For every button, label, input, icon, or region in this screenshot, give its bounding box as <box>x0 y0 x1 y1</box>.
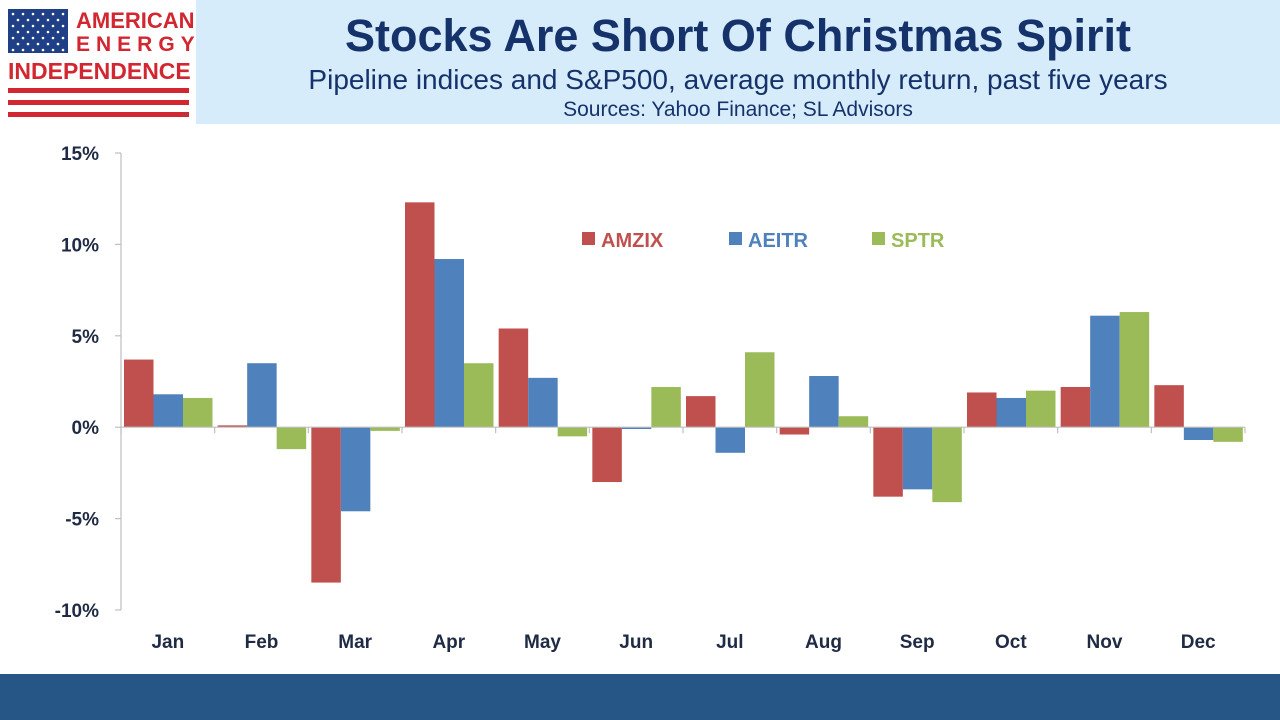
logo-stripe <box>8 112 189 117</box>
legend-label-sptr: SPTR <box>891 230 945 252</box>
x-tick-label: Dec <box>1181 632 1216 653</box>
bar-amzix-dec <box>1154 385 1184 428</box>
logo-line-energy: ENERGY <box>76 33 201 56</box>
x-tick-label: Jun <box>619 632 653 653</box>
x-tick-label: Apr <box>432 632 465 653</box>
y-tick-label: 15% <box>61 144 99 165</box>
bar-amzix-jan <box>124 359 154 428</box>
bar-aeitr-oct <box>996 397 1026 428</box>
bar-sptr-mar <box>370 427 400 431</box>
legend-swatch-amzix <box>582 232 595 245</box>
bar-sptr-nov <box>1119 312 1150 428</box>
bar-aeitr-feb <box>247 363 277 428</box>
bar-sptr-jun <box>651 386 681 428</box>
bar-aeitr-jan <box>153 394 183 428</box>
us-flag-icon <box>8 9 68 53</box>
bar-sptr-jan <box>183 397 213 428</box>
bar-amzix-aug <box>779 427 810 435</box>
bar-amzix-jun <box>592 427 622 483</box>
logo: AMERICAN ENERGY INDEPENDENCE ™ <box>0 0 196 124</box>
x-tick-label: Nov <box>1087 632 1123 653</box>
x-tick-label: Aug <box>805 632 842 653</box>
bar-sptr-aug <box>838 416 869 428</box>
y-tick-label: 10% <box>61 235 99 256</box>
x-tick-label: Jul <box>716 632 743 653</box>
bar-sptr-oct <box>1026 390 1056 428</box>
bar-amzix-may <box>498 328 529 428</box>
y-tick-label: -5% <box>65 510 99 531</box>
legend-swatch-sptr <box>872 232 885 245</box>
legend-swatch-aeitr <box>729 232 742 245</box>
bar-chart: 15% 10% 5% 0% -5% -10% Jan Feb Mar Apr May Jun Jul Au… <box>55 144 1246 653</box>
bar-aeitr-may <box>528 377 558 428</box>
x-tick-label: Feb <box>245 632 279 653</box>
bar-aeitr-sep <box>902 427 933 490</box>
bar-sptr-sep <box>932 427 962 503</box>
bar-aeitr-aug <box>809 376 839 428</box>
bar-sptr-feb <box>276 427 307 450</box>
logo-trademark: ™ <box>182 114 188 120</box>
bar-amzix-nov <box>1060 386 1091 428</box>
sources-note: Sources: Yahoo Finance; SL Advisors <box>563 98 913 121</box>
logo-line-american: AMERICAN <box>76 8 195 33</box>
y-tick-label: 0% <box>72 418 100 439</box>
x-tick-label: Mar <box>338 632 372 653</box>
bar-sptr-apr <box>464 363 494 428</box>
bar-aeitr-jul <box>715 427 745 453</box>
bar-sptr-dec <box>1213 427 1243 442</box>
page-subtitle: Pipeline indices and S&P500, average mon… <box>308 64 1168 95</box>
legend-label-amzix: AMZIX <box>601 230 664 252</box>
bar-amzix-apr <box>405 202 435 428</box>
x-tick-label: Jan <box>151 632 184 653</box>
logo-line-independence: INDEPENDENCE <box>8 58 191 84</box>
bar-aeitr-apr <box>434 259 464 428</box>
bar-sptr-may <box>557 427 588 437</box>
page-title: Stocks Are Short Of Christmas Spirit <box>344 10 1131 61</box>
bar-amzix-sep <box>873 427 903 497</box>
logo-stripe <box>8 88 189 93</box>
x-tick-label: Oct <box>995 632 1027 653</box>
logo-stripe <box>8 100 189 105</box>
x-tick-label: May <box>524 632 561 653</box>
x-tick-label: Sep <box>900 632 935 653</box>
header-band <box>0 0 1280 124</box>
bar-amzix-oct <box>967 392 997 428</box>
bar-aeitr-dec <box>1183 427 1214 440</box>
bar-aeitr-jun <box>621 427 652 430</box>
bar-amzix-mar <box>311 427 341 583</box>
bar-amzix-jul <box>686 396 716 428</box>
bar-aeitr-nov <box>1090 315 1120 428</box>
bar-aeitr-mar <box>340 427 371 512</box>
y-tick-label: 5% <box>72 327 100 348</box>
y-tick-label: -10% <box>55 601 99 622</box>
legend-label-aeitr: AEITR <box>748 230 809 252</box>
bar-sptr-jul <box>745 352 775 428</box>
footer-band <box>0 674 1280 720</box>
bar-amzix-feb <box>217 425 248 428</box>
